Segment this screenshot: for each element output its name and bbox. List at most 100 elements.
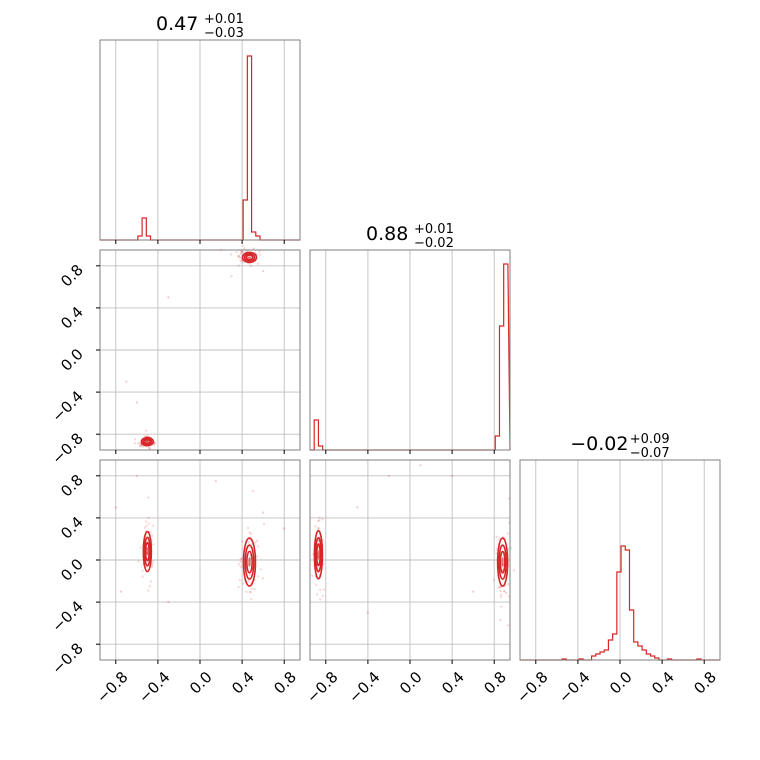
y-tick-label-3: 0.4: [57, 513, 87, 543]
sample-point: [498, 586, 502, 589]
sample-point: [240, 259, 244, 263]
sample-point: [317, 527, 320, 530]
sample-point: [249, 532, 253, 536]
sample-point: [141, 569, 144, 572]
sample-point: [133, 438, 137, 441]
contour-core: [501, 557, 504, 568]
x-tick-label-4: 0.8: [480, 668, 510, 698]
sample-point: [512, 569, 516, 572]
sample-point: [239, 253, 242, 256]
sample-point: [492, 578, 496, 582]
sample-point: [257, 575, 260, 578]
sample-point: [262, 522, 266, 526]
sample-point: [311, 574, 314, 577]
sample-point: [150, 565, 154, 569]
sample-point: [138, 444, 141, 448]
sample-point: [145, 524, 148, 528]
x-tick-label-0: −0.8: [93, 668, 131, 706]
contour-core: [248, 557, 251, 568]
x-tick-label-2: 0.0: [396, 668, 426, 698]
sample-point: [499, 585, 502, 589]
sample-point: [150, 534, 154, 537]
sample-point: [248, 531, 251, 534]
title-minus-error: −0.07: [630, 446, 670, 461]
sample-point: [237, 254, 240, 258]
cluster-0: [237, 489, 266, 601]
sample-point: [239, 256, 242, 259]
contour-level-1: [314, 536, 323, 573]
sample-point: [250, 597, 253, 601]
sample-point: [140, 445, 143, 448]
contour-level-0: [241, 251, 258, 264]
contour-level-1: [244, 544, 255, 580]
sample-point: [241, 540, 244, 543]
contour-level-1: [142, 437, 153, 446]
contour-level-1: [143, 536, 152, 567]
sample-point: [147, 516, 150, 520]
sample-point: [257, 545, 260, 548]
sample-point: [249, 264, 253, 268]
sample-point: [248, 591, 252, 594]
sample-point: [254, 541, 257, 544]
contour-level-0: [242, 537, 257, 587]
sample-point: [145, 520, 148, 523]
outlier-point-1: [450, 474, 454, 477]
scatter-panel-0-1: −0.8 −0.4 0.0 0.4 0.8: [48, 244, 301, 468]
x-tick-label-3: 0.4: [648, 668, 678, 698]
contour-core: [248, 256, 251, 259]
title-value: −0.02: [570, 433, 628, 455]
sample-point: [499, 618, 502, 622]
sample-point: [258, 253, 262, 256]
contour-level-0: [496, 537, 509, 587]
title-minus-error: −0.03: [204, 26, 244, 41]
x-tick-label-2: 0.0: [186, 668, 216, 698]
sample-point: [498, 537, 501, 540]
sample-point: [249, 590, 252, 594]
sample-point: [315, 593, 319, 596]
outlier-point-5: [419, 464, 422, 467]
outlier-point-3: [261, 269, 265, 273]
sample-point: [141, 575, 144, 578]
sample-point: [237, 585, 240, 589]
sample-point: [505, 591, 508, 595]
title-plus-error: +0.09: [630, 432, 670, 447]
sample-point: [136, 442, 140, 445]
y-tick-label-1: −0.4: [48, 597, 86, 635]
sample-point: [239, 251, 243, 254]
sample-point: [148, 447, 152, 450]
sample-point: [509, 546, 513, 550]
contour-core: [317, 549, 320, 560]
sample-point: [239, 557, 242, 560]
sample-point: [251, 489, 255, 493]
contour-level-2: [245, 550, 253, 574]
contour-level-0: [142, 530, 153, 573]
outlier-point-1: [135, 474, 139, 477]
title-value: 0.47: [156, 13, 198, 35]
sample-point: [318, 516, 321, 519]
sample-point: [247, 580, 250, 583]
outlier-point-4: [167, 600, 170, 604]
sample-point: [147, 447, 151, 450]
contour-level-0: [140, 436, 155, 447]
sample-point: [506, 532, 510, 535]
histogram-title-2: −0.02 +0.09−0.07: [570, 432, 669, 461]
sample-point: [245, 590, 248, 594]
sample-point: [506, 624, 510, 627]
sample-point: [239, 565, 243, 568]
outlier-point-3: [261, 511, 265, 514]
sample-point: [147, 496, 150, 499]
sample-point: [150, 564, 154, 567]
x-tick-label-4: 0.8: [270, 668, 300, 698]
sample-point: [149, 580, 153, 583]
sample-point: [241, 582, 245, 585]
sample-point: [502, 590, 506, 593]
sample-point: [153, 442, 157, 445]
contour-level-2: [144, 541, 150, 562]
sample-point: [152, 543, 155, 546]
y-tick-label-2: 0.0: [57, 555, 87, 585]
sample-point: [237, 264, 241, 267]
x-tick-label-0: −0.8: [513, 668, 551, 706]
outlier-point-4: [366, 611, 370, 614]
x-tick-label-1: −0.4: [135, 668, 173, 706]
